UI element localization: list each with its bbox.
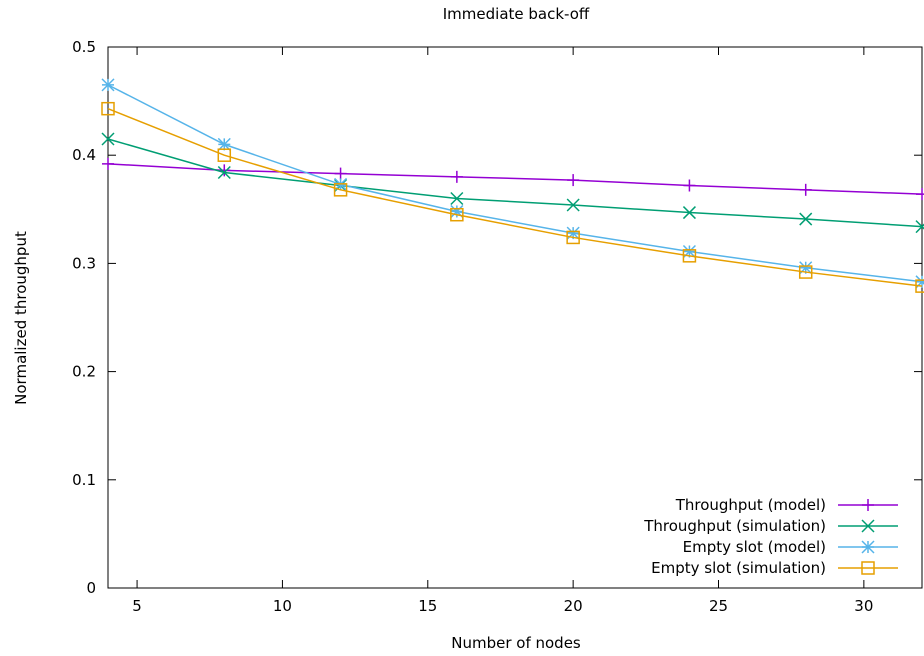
series-3 xyxy=(101,101,924,293)
marker-stroke xyxy=(217,137,231,151)
series-1 xyxy=(101,132,924,234)
data-point xyxy=(566,198,580,212)
legend-label: Throughput (model) xyxy=(675,496,826,514)
data-point xyxy=(217,165,231,180)
legend-marker xyxy=(861,561,875,575)
data-point xyxy=(682,249,697,263)
marker-stroke xyxy=(682,206,696,220)
legend-entry: Empty slot (simulation) xyxy=(651,559,898,577)
marker-stroke xyxy=(915,223,924,234)
marker-stroke xyxy=(682,249,697,263)
marker-stroke xyxy=(450,207,464,222)
marker-stroke xyxy=(101,78,115,92)
legend-label: Throughput (simulation) xyxy=(643,517,826,535)
data-point xyxy=(915,279,924,293)
legend: Throughput (model) Throughput (simulation… xyxy=(643,496,898,577)
data-point xyxy=(218,164,231,177)
legend-entry: Throughput (simulation) xyxy=(643,517,898,535)
x-tick-label: 15 xyxy=(418,597,437,615)
data-point xyxy=(566,230,580,245)
y-tick-label: 0.1 xyxy=(72,471,96,489)
series-line xyxy=(107,138,923,228)
data-point xyxy=(799,183,812,196)
data-point xyxy=(101,101,115,116)
data-point xyxy=(450,207,464,222)
data-point xyxy=(915,220,924,234)
marker-stroke xyxy=(566,230,580,245)
marker-stroke xyxy=(101,101,115,116)
data-point xyxy=(217,148,232,162)
legend-label: Empty slot (model) xyxy=(683,538,826,556)
y-tick-label: 0 xyxy=(86,579,96,597)
data-point xyxy=(101,78,115,92)
legend-marker xyxy=(861,519,875,533)
marker-stroke xyxy=(566,198,580,212)
marker-stroke xyxy=(101,132,115,146)
x-tick-label: 10 xyxy=(273,597,292,615)
series-line xyxy=(107,107,923,287)
data-point xyxy=(683,179,696,192)
plot-area: 0 0.1 0.2 0.3 0.4 0.5 5 10 15 20 25 30 xyxy=(72,38,924,615)
plot-frame xyxy=(107,46,923,589)
legend-entry: Throughput (model) xyxy=(675,496,898,514)
data-point xyxy=(450,170,463,183)
y-tick-label: 0.5 xyxy=(72,38,96,56)
legend-marker xyxy=(862,499,874,511)
x-axis-title: Number of nodes xyxy=(451,634,581,652)
y-tick-label: 0.3 xyxy=(72,254,96,272)
data-point xyxy=(916,188,924,201)
x-tick-label: 5 xyxy=(132,597,142,615)
x-tick-label: 20 xyxy=(564,597,583,615)
series-line xyxy=(107,163,923,195)
marker-stroke xyxy=(217,148,232,162)
marker-stroke xyxy=(861,519,875,533)
data-point xyxy=(798,265,813,279)
data-point xyxy=(101,132,115,146)
marker-stroke xyxy=(217,165,231,180)
data-point xyxy=(334,167,347,180)
marker-stroke xyxy=(799,212,813,226)
chart-title: Immediate back-off xyxy=(443,5,590,23)
marker-stroke xyxy=(861,561,875,575)
data-point xyxy=(217,137,231,151)
y-tick-label: 0.4 xyxy=(72,146,96,164)
y-axis-title: Normalized throughput xyxy=(12,231,30,405)
marker-stroke xyxy=(450,204,464,218)
y-tick-label: 0.2 xyxy=(72,363,96,381)
legend-marker xyxy=(861,540,875,554)
marker-stroke xyxy=(450,191,464,206)
data-point xyxy=(567,174,580,187)
data-point xyxy=(799,212,813,226)
x-tick-label: 25 xyxy=(709,597,728,615)
legend-entry: Empty slot (model) xyxy=(683,538,898,556)
x-tick-label: 30 xyxy=(854,597,873,615)
series-line xyxy=(107,84,923,283)
series-0 xyxy=(102,157,924,201)
marker-stroke xyxy=(915,279,924,293)
series-2 xyxy=(101,78,924,289)
data-point xyxy=(102,157,114,170)
marker-stroke xyxy=(798,265,813,279)
marker-stroke xyxy=(861,540,875,554)
data-point xyxy=(682,206,696,220)
data-point xyxy=(450,191,464,206)
data-point xyxy=(333,183,348,197)
legend-label: Empty slot (simulation) xyxy=(651,559,826,577)
marker-stroke xyxy=(333,183,348,197)
